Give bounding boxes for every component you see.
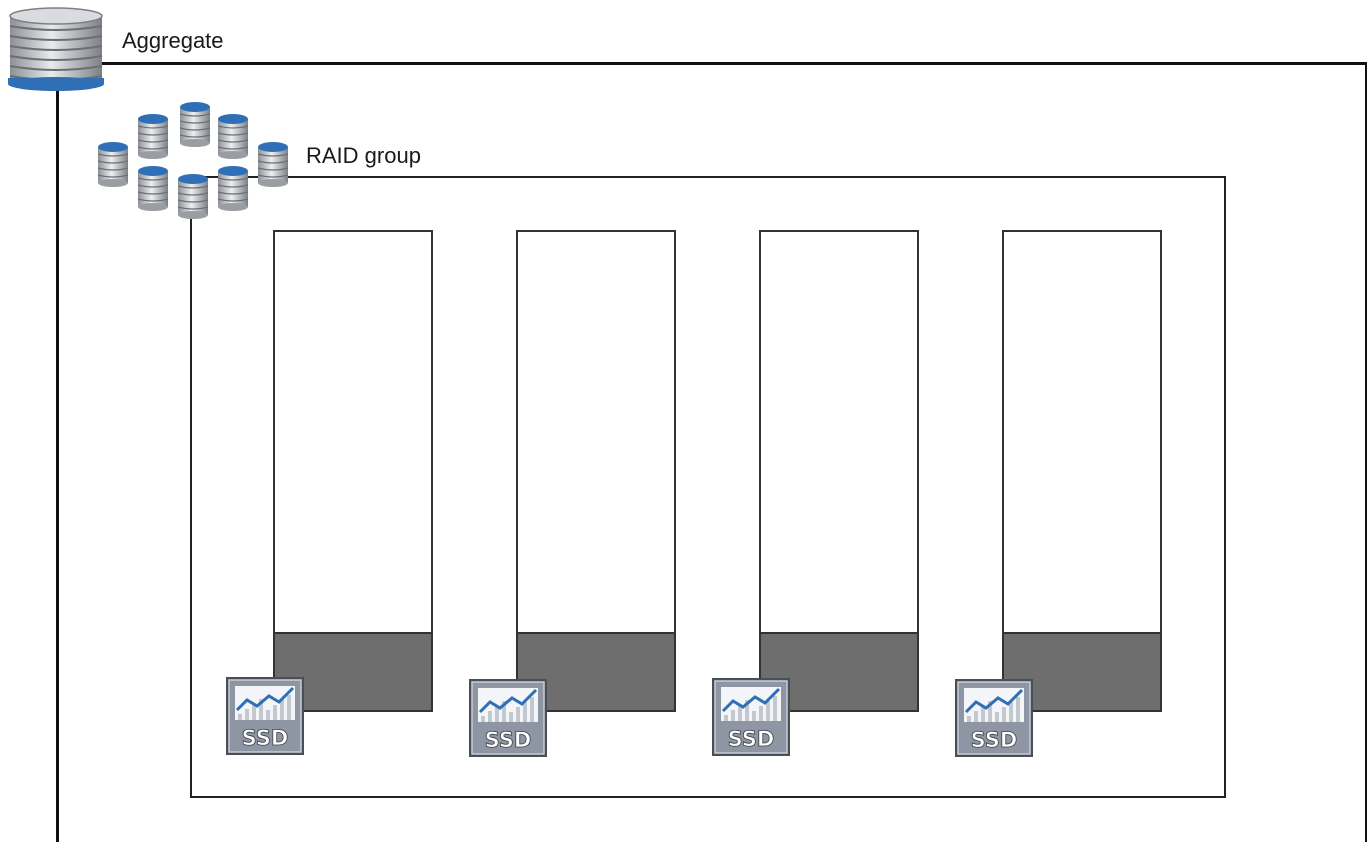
ssd-label: SSD [971, 728, 1018, 752]
disk-cylinder-icon [137, 166, 169, 211]
disk-cylinder-icon [217, 114, 249, 159]
disk-3 [759, 230, 919, 712]
disk-cylinder-icon [257, 142, 289, 187]
disk-cache-region [518, 632, 674, 710]
ssd-icon: SSD [711, 677, 791, 757]
disk-2 [516, 230, 676, 712]
disk-cylinder-icon [177, 174, 209, 219]
disk-cylinder-icon [179, 102, 211, 147]
database-stack-icon [6, 6, 106, 92]
ssd-label: SSD [728, 727, 775, 751]
ssd-icon: SSD [468, 678, 548, 758]
ssd-icon: SSD [954, 678, 1034, 758]
disk-cylinder-icon [97, 142, 129, 187]
disk-cluster-icon [96, 100, 292, 228]
disk-1 [273, 230, 433, 712]
ssd-label: SSD [242, 726, 289, 750]
raid-group-label: RAID group [306, 143, 421, 168]
raid-group-frame [190, 176, 1226, 798]
ssd-icon: SSD [225, 676, 305, 756]
disk-cylinder-icon [217, 166, 249, 211]
aggregate-frame [56, 62, 1367, 842]
disk-4 [1002, 230, 1162, 712]
aggregate-label: Aggregate [122, 28, 224, 53]
ssd-label: SSD [485, 728, 532, 752]
disk-cylinder-icon [137, 114, 169, 159]
